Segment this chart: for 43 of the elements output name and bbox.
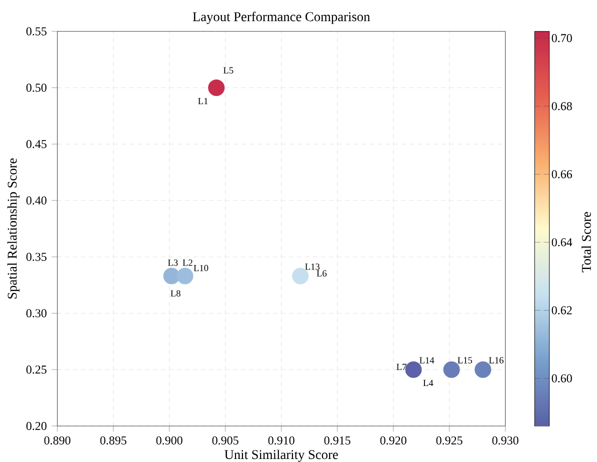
- x-tick-label: 0.890: [44, 436, 70, 445]
- annotation: L5: [223, 67, 234, 74]
- annotation: L2: [182, 260, 192, 266]
- y-tick-label: 0.35: [26, 252, 46, 261]
- x-tick-label: 0.905: [212, 436, 238, 445]
- annotation: L3: [168, 260, 178, 266]
- annotation: L7: [396, 364, 406, 370]
- color-bar-label: 0.68: [552, 102, 572, 110]
- annotation: L4: [423, 380, 434, 386]
- y-tick-label: 0.25: [26, 366, 46, 374]
- annotation: L8: [170, 290, 180, 297]
- x-tick-label: 0.895: [100, 436, 126, 445]
- x-tick-label: 0.900: [156, 436, 182, 445]
- annotation: L14: [420, 357, 434, 364]
- x-tick-label: 0.915: [324, 436, 350, 445]
- y-tick-label: 0.50: [26, 84, 46, 92]
- chart-title: Layout Performance Comparison: [192, 12, 370, 24]
- color-bar-label: 0.60: [552, 374, 572, 382]
- y-tick-label: 0.20: [26, 422, 46, 430]
- x-tick-label: 0.930: [492, 436, 518, 445]
- color-bar-label: 0.64: [552, 238, 572, 246]
- color-bar-label: 0.70: [552, 34, 572, 42]
- x-tick-label: 0.925: [436, 436, 462, 445]
- annotation: L10: [194, 264, 208, 272]
- color-bar-title: Total Score: [582, 212, 591, 272]
- y-tick-label: 0.40: [26, 196, 46, 205]
- color-bar-label: 0.66: [552, 170, 572, 178]
- y-tick-label: 0.30: [26, 309, 46, 318]
- y-tick-label: 0.55: [26, 27, 46, 36]
- annotation: L6: [316, 270, 327, 276]
- annotation: L13: [305, 264, 320, 270]
- annotation: L16: [489, 357, 504, 364]
- point: [208, 79, 225, 96]
- point: [163, 268, 180, 284]
- annotation: L15: [458, 357, 472, 364]
- x-tick-label: 0.910: [268, 436, 294, 445]
- x-tick-label: 0.920: [380, 436, 406, 445]
- point: [176, 268, 194, 284]
- annotation: L1: [198, 98, 208, 104]
- y-axis-title: Spatial Relationship Score: [7, 158, 20, 298]
- x-axis-title: Unit Similarity Score: [224, 450, 338, 462]
- y-tick-label: 0.45: [26, 140, 46, 148]
- color-bar-label: 0.62: [552, 306, 572, 314]
